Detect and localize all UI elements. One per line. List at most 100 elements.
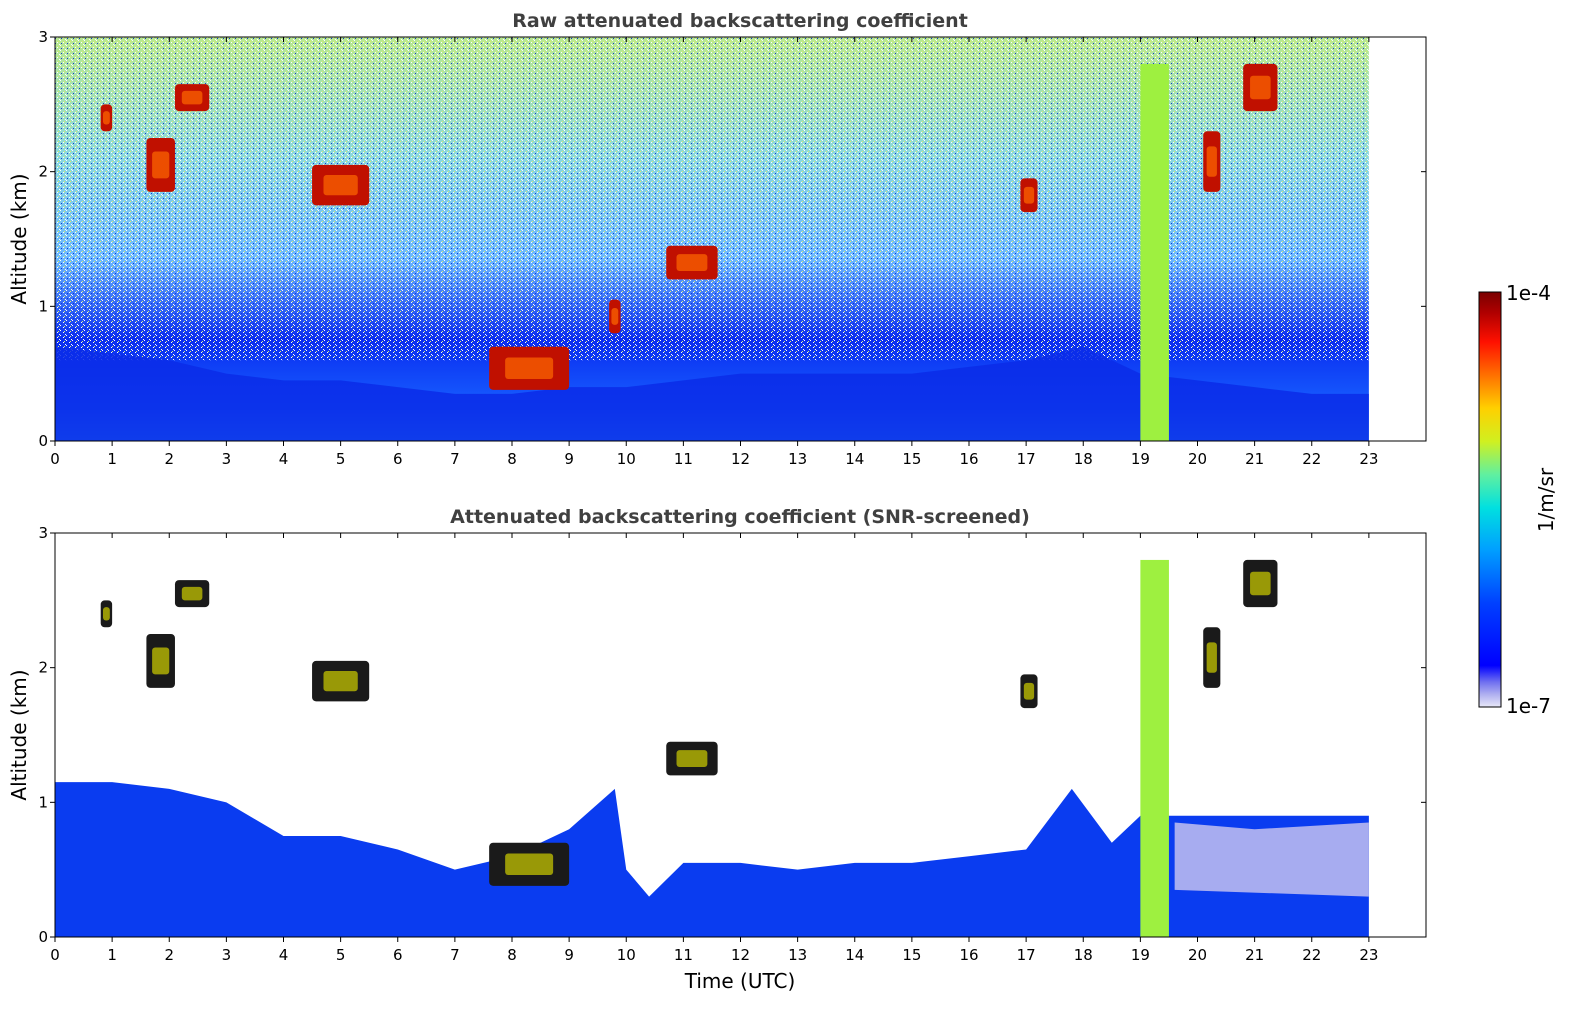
x-tick-label: 9 <box>564 450 574 468</box>
aerosol-plume <box>1140 63 1169 441</box>
x-tick-label: 11 <box>674 946 693 964</box>
cloud-core <box>323 671 358 692</box>
x-tick-label: 21 <box>1245 946 1264 964</box>
x-tick-label: 20 <box>1188 450 1207 468</box>
x-ticks: 0 1 2 3 4 5 6 7 8 9 10 11 12 13 14 15 16 17 18 19 20 21 22 23 <box>50 37 1378 468</box>
cloud-core <box>676 750 708 767</box>
x-tick-label: 3 <box>222 946 232 964</box>
cloud-core <box>181 586 203 601</box>
x-tick-label: 7 <box>450 450 460 468</box>
x-tick-label: 12 <box>731 450 750 468</box>
x-tick-label: 0 <box>50 946 60 964</box>
cloud-core <box>323 175 358 196</box>
x-tick-label: 8 <box>507 946 517 964</box>
y-axis-label: Altitude (km) <box>7 173 31 304</box>
x-tick-label: 5 <box>336 946 346 964</box>
x-tick-label: 15 <box>902 450 921 468</box>
x-tick-label: 5 <box>336 450 346 468</box>
aerosol-plume <box>1140 559 1169 937</box>
x-ticks: 0 1 2 3 4 5 6 7 8 9 10 11 12 13 14 15 16 17 18 19 20 21 22 23 <box>50 533 1378 964</box>
cloud-core <box>1023 186 1035 204</box>
x-tick-label: 11 <box>674 450 693 468</box>
y-tick-label: 0 <box>38 928 48 946</box>
x-tick-label: 1 <box>107 946 117 964</box>
x-tick-label: 21 <box>1245 450 1264 468</box>
x-tick-label: 13 <box>788 450 807 468</box>
cloud-core <box>102 607 110 621</box>
cloud-core <box>611 308 619 325</box>
cloud-core <box>1250 571 1271 596</box>
x-tick-label: 14 <box>845 946 864 964</box>
x-axis-label: Time (UTC) <box>684 969 796 993</box>
screened-weak-signal <box>1174 822 1369 897</box>
screened-signal <box>55 782 1369 937</box>
x-tick-label: 15 <box>902 946 921 964</box>
y-tick-label: 1 <box>38 793 48 811</box>
colorbar-max-label: 1e-4 <box>1506 281 1551 305</box>
y-axis-label: Altitude (km) <box>7 669 31 800</box>
cloud-core <box>676 254 708 271</box>
cloud-core <box>505 853 554 876</box>
x-tick-label: 23 <box>1359 946 1378 964</box>
colorbar: 1e-4 1e-7 1/m/sr <box>1478 281 1558 718</box>
cloud-layer <box>100 559 1278 886</box>
boundary-layer <box>55 346 1369 441</box>
panel-title: Raw attenuated backscattering coefficien… <box>512 10 968 32</box>
y-ticks: 0 1 2 3 <box>38 28 1426 450</box>
y-tick-label: 0 <box>38 432 48 450</box>
x-tick-label: 4 <box>279 946 289 964</box>
cloud-core <box>152 647 170 675</box>
x-tick-label: 22 <box>1302 450 1321 468</box>
x-tick-label: 9 <box>564 946 574 964</box>
heatmap-noise <box>55 37 1369 361</box>
cloud-core <box>505 357 554 380</box>
cloud-core <box>1206 146 1217 177</box>
x-tick-label: 18 <box>1074 450 1093 468</box>
colorbar-unit-label: 1/m/sr <box>1534 467 1558 532</box>
snr-screened-panel: Attenuated backscattering coefficient (S… <box>7 506 1427 993</box>
x-tick-label: 14 <box>845 450 864 468</box>
x-tick-label: 22 <box>1302 946 1321 964</box>
x-tick-label: 8 <box>507 450 517 468</box>
cloud-core <box>1250 75 1271 100</box>
cloud-layer <box>100 63 1278 390</box>
raw-backscatter-panel: Raw attenuated backscattering coefficien… <box>7 10 1427 468</box>
x-tick-label: 19 <box>1131 450 1150 468</box>
x-tick-label: 2 <box>164 450 174 468</box>
x-tick-label: 20 <box>1188 946 1207 964</box>
x-tick-label: 6 <box>393 946 403 964</box>
heatmap-area <box>55 559 1369 937</box>
y-tick-label: 2 <box>38 659 48 677</box>
panel-title: Attenuated backscattering coefficient (S… <box>450 506 1030 528</box>
x-tick-label: 13 <box>788 946 807 964</box>
x-tick-label: 1 <box>107 450 117 468</box>
colorbar-gradient <box>1478 291 1502 708</box>
colorbar-min-label: 1e-7 <box>1506 694 1551 718</box>
x-tick-label: 17 <box>1017 450 1036 468</box>
cloud-core <box>152 151 170 179</box>
x-tick-label: 3 <box>222 450 232 468</box>
x-tick-label: 7 <box>450 946 460 964</box>
cloud-core <box>181 90 203 105</box>
y-tick-label: 3 <box>38 28 48 46</box>
x-tick-label: 10 <box>617 450 636 468</box>
x-tick-label: 19 <box>1131 946 1150 964</box>
x-tick-label: 17 <box>1017 946 1036 964</box>
y-tick-label: 1 <box>38 297 48 315</box>
x-tick-label: 2 <box>164 946 174 964</box>
x-tick-label: 12 <box>731 946 750 964</box>
cloud-core <box>1023 682 1035 700</box>
x-tick-label: 23 <box>1359 450 1378 468</box>
y-tick-label: 3 <box>38 524 48 542</box>
x-tick-label: 4 <box>279 450 289 468</box>
x-tick-label: 16 <box>959 450 978 468</box>
x-tick-label: 0 <box>50 450 60 468</box>
y-tick-label: 2 <box>38 163 48 181</box>
x-tick-label: 10 <box>617 946 636 964</box>
x-tick-label: 6 <box>393 450 403 468</box>
x-tick-label: 16 <box>959 946 978 964</box>
cloud-core <box>102 111 110 125</box>
heatmap-area <box>55 37 1369 441</box>
cloud-core <box>1206 642 1217 673</box>
